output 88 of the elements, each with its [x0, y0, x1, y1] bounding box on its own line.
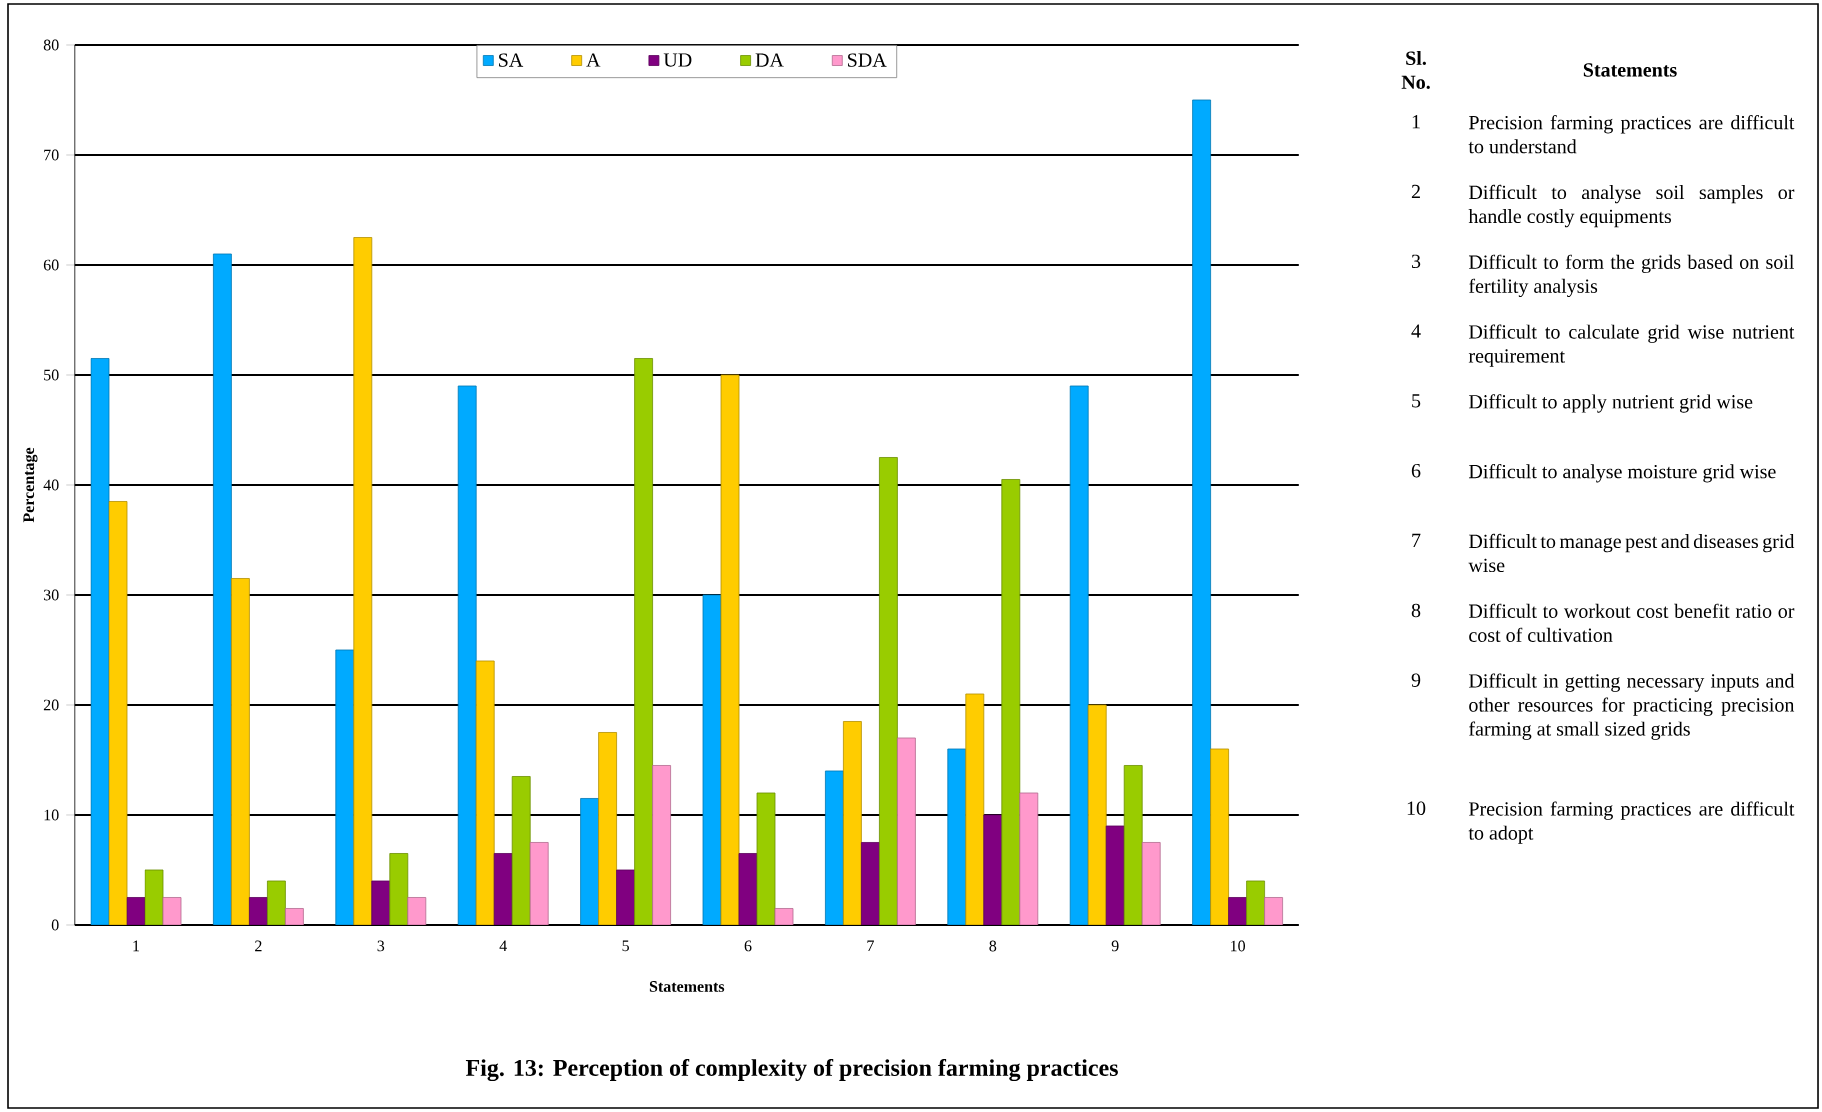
bar	[1019, 792, 1039, 925]
y-tick-label: 50	[44, 369, 59, 381]
bar	[457, 385, 477, 925]
legend-label: SDA	[848, 53, 887, 67]
bar	[213, 253, 232, 925]
text: 9	[1411, 673, 1421, 687]
x-tick-label: 5	[622, 940, 629, 952]
text: Difficult to form the grids based on soil fertility analysis	[1468, 254, 1795, 298]
text: Fig. 13: Perception of complexity of precision farming practices	[465, 1058, 1118, 1082]
y-tick-label: 0	[51, 919, 59, 931]
text: 3	[1411, 254, 1421, 269]
bar	[616, 869, 635, 925]
y-tick-label: 40	[43, 479, 59, 491]
bar	[634, 358, 654, 925]
text: Precision farming practices are difficult to understand	[1468, 115, 1795, 154]
bar	[108, 501, 128, 925]
x-tick-label: 10	[1231, 940, 1246, 952]
bar	[879, 457, 898, 925]
bar	[1123, 765, 1143, 925]
y-axis-title: Percentage	[23, 447, 38, 523]
bar	[1141, 842, 1161, 925]
text: Sl. No.	[1401, 50, 1430, 90]
text: Statements	[1583, 63, 1677, 77]
bar	[529, 842, 549, 925]
legend-label: SA	[499, 53, 524, 67]
bar	[511, 776, 531, 925]
text: 10	[1407, 801, 1426, 815]
text: 7	[1412, 533, 1421, 547]
legend-label: UD	[663, 53, 692, 67]
bar	[1069, 385, 1089, 925]
text: Difficult to workout cost benefit ratio or cost of cultivation	[1468, 603, 1795, 642]
text: Difficult to analyse soil samples or handle costly equipments	[1468, 184, 1795, 228]
text: Difficult to apply nutrient grid wise	[1468, 394, 1753, 413]
text: Difficult to calculate grid wise nutrient requirement	[1468, 324, 1795, 367]
bar	[965, 693, 985, 925]
bar	[493, 853, 513, 925]
x-tick-label: 1	[133, 940, 140, 952]
bar	[598, 732, 618, 925]
legend-label: DA	[755, 53, 784, 67]
bar	[1087, 704, 1107, 925]
bar	[1246, 880, 1266, 925]
bar	[652, 765, 672, 925]
y-tick-label: 80	[43, 39, 59, 51]
bar	[843, 721, 862, 925]
bar	[580, 798, 599, 925]
x-tick-label: 6	[744, 940, 752, 952]
bar	[947, 748, 967, 925]
text: Difficult to manage pest and diseases grid wise	[1468, 533, 1795, 573]
bar	[335, 649, 355, 925]
text: Precision farming practices are difficult to adopt	[1468, 801, 1795, 844]
bar	[1105, 825, 1125, 925]
bar	[389, 853, 409, 925]
x-tick-label: 7	[867, 940, 874, 952]
bar	[983, 814, 1003, 925]
text: 8	[1411, 603, 1421, 618]
text: 1	[1412, 115, 1420, 129]
y-tick-label: 60	[43, 259, 59, 271]
y-tick-label: 10	[44, 809, 59, 821]
bar	[267, 880, 286, 925]
bar	[1001, 479, 1021, 925]
bar	[1192, 99, 1212, 925]
bar	[861, 842, 880, 925]
bar	[702, 594, 722, 925]
bar	[720, 374, 740, 925]
bar	[1210, 748, 1230, 925]
x-tick-label: 3	[377, 940, 385, 952]
bar	[371, 880, 391, 925]
x-tick-label: 9	[1111, 940, 1119, 952]
bar	[475, 660, 495, 925]
text: 6	[1411, 464, 1421, 478]
text: Difficult to analyse moisture grid wise	[1468, 464, 1776, 483]
x-axis-title: Statements	[649, 981, 725, 992]
text: 2	[1411, 184, 1420, 199]
y-tick-label: 30	[43, 589, 59, 601]
text: Difficult in getting necessary inputs and other resources for practicing precision farming at small sized grids	[1468, 673, 1795, 740]
bar	[90, 358, 110, 925]
y-tick-label: 20	[43, 699, 59, 711]
legend-label: A	[586, 53, 601, 67]
bar	[231, 578, 250, 925]
x-tick-label: 2	[255, 940, 262, 952]
x-tick-label: 4	[499, 940, 507, 952]
text: 5	[1412, 394, 1421, 408]
bar	[825, 770, 844, 925]
bar	[897, 737, 916, 925]
y-tick-label: 70	[44, 149, 59, 161]
x-tick-label: 8	[989, 940, 997, 952]
bar	[353, 237, 373, 925]
text: 4	[1411, 324, 1421, 338]
